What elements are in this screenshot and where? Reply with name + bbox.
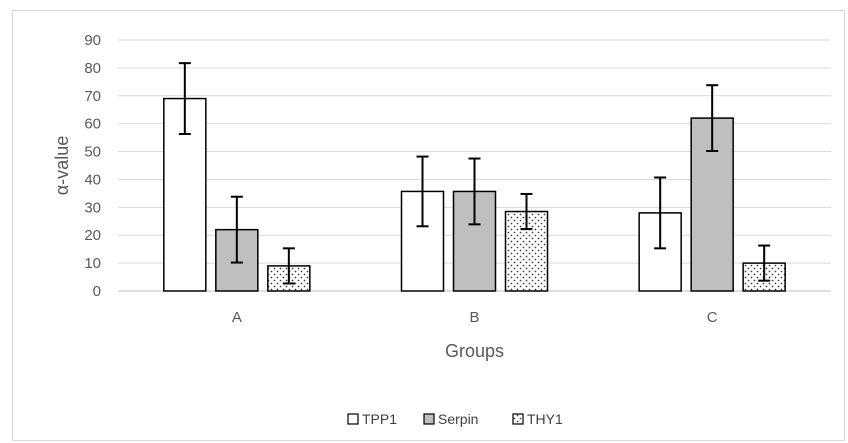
legend-swatch-tpp1: [347, 413, 359, 425]
legend-label-tpp1: TPP1: [362, 411, 397, 427]
y-tick-label: 30: [84, 199, 101, 216]
legend-swatch-serpin: [423, 413, 435, 425]
x-axis-title: Groups: [445, 341, 504, 361]
y-tick-label: 80: [84, 60, 101, 77]
y-tick-label: 40: [84, 171, 101, 188]
y-tick-label: 90: [84, 32, 101, 49]
legend: TPP1 Serpin THY1: [347, 411, 563, 427]
y-tick-label: 70: [84, 88, 101, 105]
y-axis-title: α-value: [52, 136, 72, 195]
y-tick-label: 60: [84, 116, 101, 133]
legend-label-thy1: THY1: [527, 411, 563, 427]
y-tick-label: 10: [84, 255, 101, 272]
y-tick-label: 20: [84, 227, 101, 244]
x-tick-label: C: [707, 309, 718, 326]
error-bars: [178, 62, 771, 285]
x-tick-label: B: [469, 309, 479, 326]
legend-swatch-thy1: [512, 413, 524, 425]
x-tick-label: A: [232, 309, 242, 326]
y-tick-label: 50: [84, 144, 101, 161]
y-axis-ticks: 0 10 20 30 40 50 60 70 80 90: [84, 32, 101, 300]
legend-label-serpin: Serpin: [438, 411, 478, 427]
y-tick-label: 0: [93, 283, 101, 300]
x-axis-ticks: A B C: [232, 309, 718, 326]
